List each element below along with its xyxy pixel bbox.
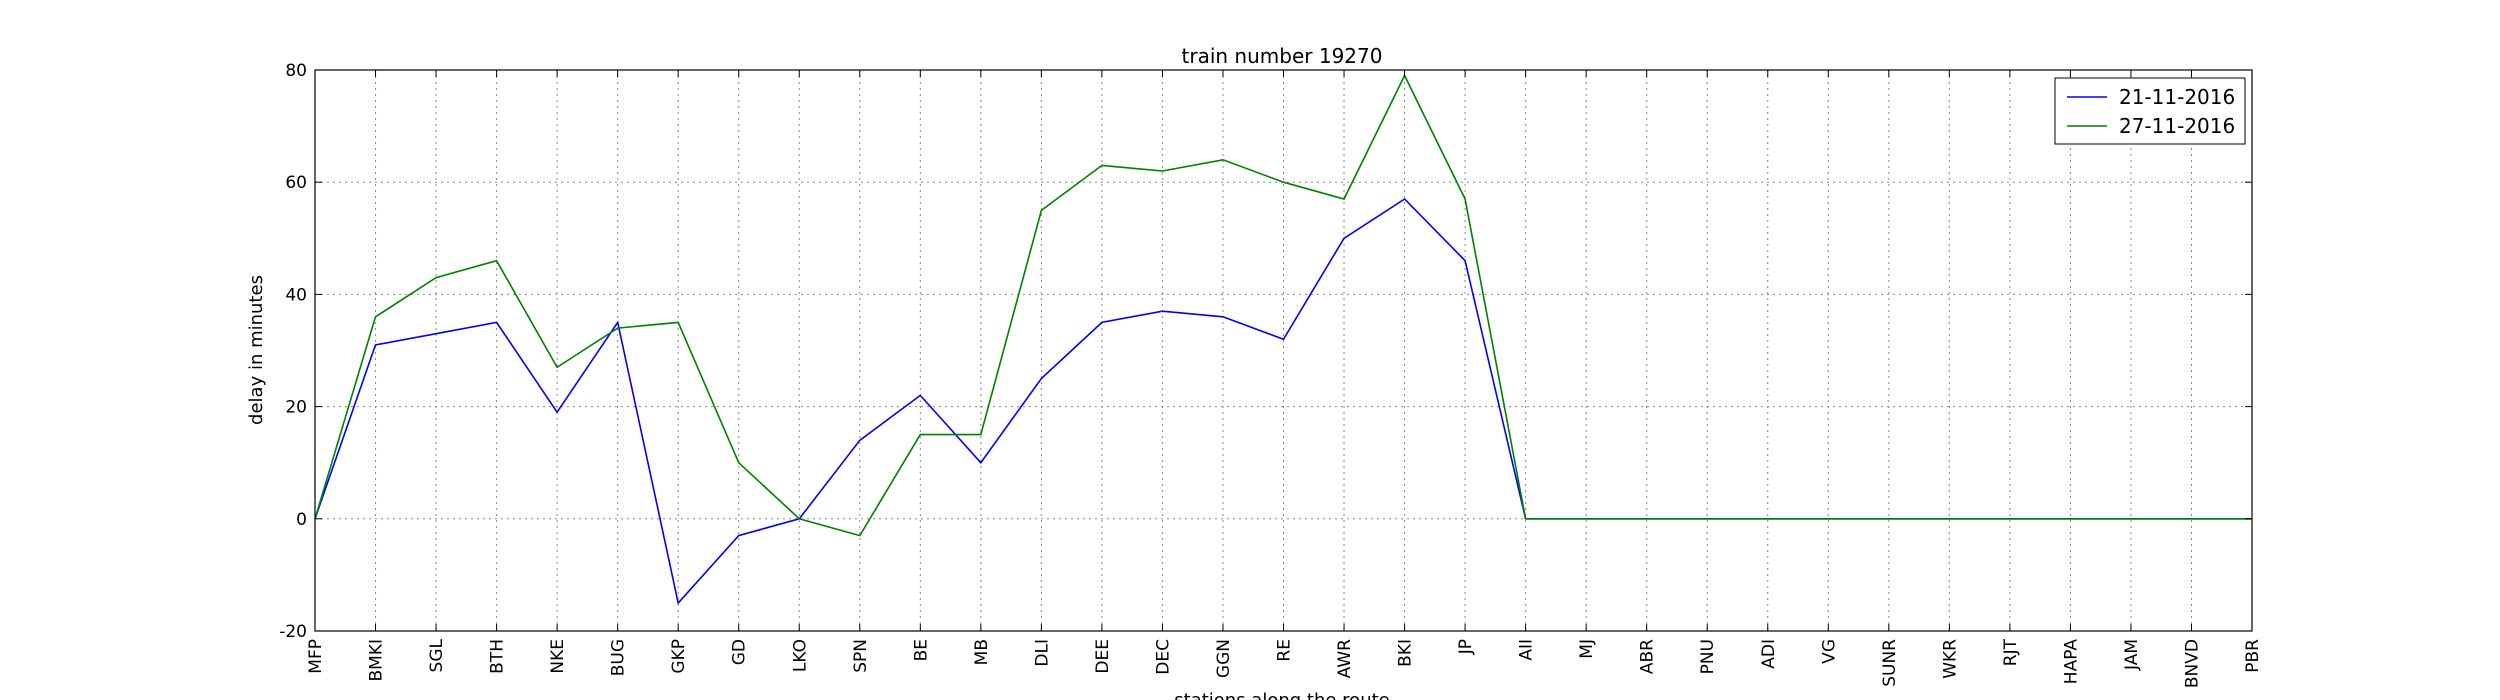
y-tick-label: 20 — [285, 398, 307, 418]
x-tick-label: AII — [1517, 639, 1537, 661]
x-tick-label: RJT — [2001, 638, 2021, 666]
x-tick-label: MJ — [1577, 639, 1597, 659]
grid-lines — [315, 69, 2252, 632]
y-tick-label: -20 — [279, 622, 307, 642]
x-tick-label: PNU — [1698, 639, 1718, 674]
x-tick-label: VG — [1819, 639, 1839, 664]
x-tick-label: DLI — [1032, 639, 1052, 667]
y-axis: -20 0 20 40 60 80 — [279, 61, 2252, 642]
x-tick-label: JP — [1456, 639, 1476, 655]
x-tick-label: ABR — [1638, 639, 1658, 674]
legend-box — [2054, 77, 2246, 145]
x-tick-label: MFP — [306, 639, 326, 674]
series-lines — [314, 73, 2253, 605]
legend-label: 21-11-2016 — [2119, 85, 2235, 109]
x-tick-label: SUNR — [1880, 639, 1900, 687]
y-tick-label: 60 — [285, 173, 307, 193]
x-tick-label: JAM — [2122, 639, 2142, 671]
x-tick-label: HAPA — [2061, 639, 2081, 685]
x-tick-label: PBR — [2243, 639, 2263, 673]
x-tick-label: AWR — [1335, 639, 1355, 679]
x-tick-label: ADI — [1759, 639, 1779, 669]
x-tick-label: BUG — [609, 639, 629, 676]
x-tick-label: NKE — [548, 639, 568, 674]
legend-label: 27-11-2016 — [2119, 114, 2235, 138]
x-tick-label: SPN — [851, 639, 871, 673]
x-tick-label: BNVD — [2182, 639, 2202, 688]
x-tick-label: BTH — [488, 639, 508, 674]
x-tick-label: BKI — [1396, 639, 1416, 667]
x-axis: MFP BMKI SGL BTH NKE BUG GKP GD LKO SPN BE MB DLI DEE… — [306, 70, 2263, 688]
legend: 21-11-2016 27-11-2016 — [2054, 77, 2246, 145]
y-tick-label: 0 — [296, 510, 307, 530]
x-tick-label: LKO — [790, 639, 810, 672]
x-tick-label: DEC — [1153, 639, 1173, 675]
x-tick-label: MB — [972, 639, 992, 665]
x-tick-label: RE — [1275, 639, 1295, 662]
chart-title: train number 19270 — [1182, 44, 1383, 68]
x-tick-label: GD — [730, 639, 750, 665]
x-tick-label: BE — [911, 639, 931, 661]
x-axis-label: stations along the route — [1174, 690, 1389, 700]
y-tick-label: 40 — [285, 285, 307, 305]
x-tick-label: DEE — [1093, 639, 1113, 674]
x-tick-label: SGL — [427, 638, 447, 672]
y-axis-label: delay in minutes — [246, 275, 267, 425]
y-tick-label: 80 — [285, 61, 307, 81]
x-tick-label: WKR — [1940, 639, 1960, 679]
x-tick-label: GGN — [1214, 639, 1234, 678]
x-tick-label: GKP — [669, 639, 689, 674]
x-tick-label: BMKI — [367, 639, 387, 682]
